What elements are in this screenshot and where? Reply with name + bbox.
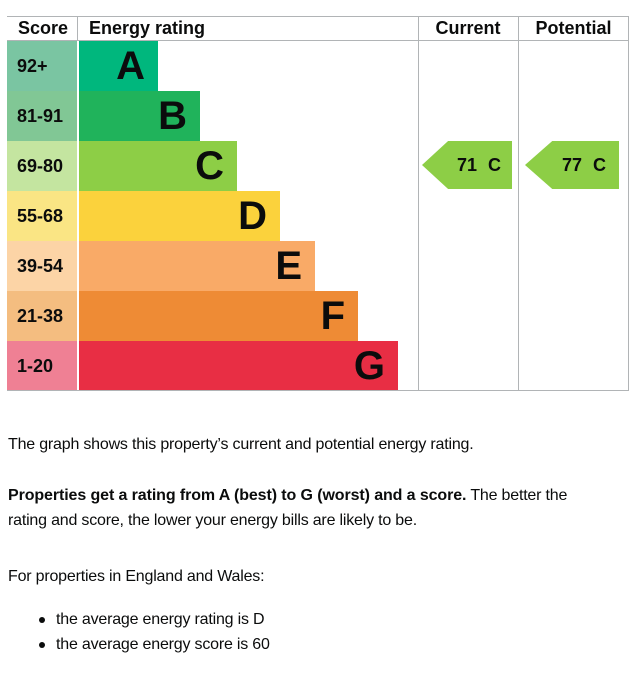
description-section: The graph shows this property’s current … xyxy=(7,432,631,657)
band-bar-a: A xyxy=(79,41,158,91)
region-heading: For properties in England and Wales: xyxy=(8,568,265,585)
band-row-f: 21-38 F xyxy=(7,291,629,341)
current-column-divider xyxy=(418,17,419,390)
band-score-range: 55-68 xyxy=(7,191,77,241)
current-rating-value: 71 C xyxy=(456,154,502,175)
band-score-range: 81-91 xyxy=(7,91,77,141)
score-column-divider xyxy=(77,17,78,41)
band-row-g: 1-20 G xyxy=(7,341,629,390)
average-stats-list: the average energy rating is D the avera… xyxy=(8,607,623,657)
band-row-a: 92+ A xyxy=(7,41,629,91)
band-score-range: 69-80 xyxy=(7,141,77,191)
band-letter-c: C xyxy=(195,144,224,188)
band-row-d: 55-68 D xyxy=(7,191,629,241)
band-score-range: 92+ xyxy=(7,41,77,91)
bullet-icon xyxy=(39,641,45,648)
band-bar-f: F xyxy=(79,291,358,341)
rating-explanation-bold: Properties get a rating from A (best) to… xyxy=(8,487,467,504)
epc-page: Score Energy rating Current Potential 92… xyxy=(7,16,631,657)
rating-explanation-text: Properties get a rating from A (best) to… xyxy=(8,483,598,533)
current-column-header: Current xyxy=(435,18,501,38)
band-bar-g: G xyxy=(79,341,398,390)
band-row-b: 81-91 B xyxy=(7,91,629,141)
rating-explanation-rest: The better the rating and score, the low… xyxy=(8,487,568,529)
chart-header-row: Score Energy rating Current Potential xyxy=(7,17,629,41)
table-right-border xyxy=(628,17,629,390)
band-letter-b: B xyxy=(158,94,187,138)
band-bar-d: D xyxy=(79,191,280,241)
band-bar-b: B xyxy=(79,91,200,141)
band-letter-g: G xyxy=(353,343,385,388)
band-row-e: 39-54 E xyxy=(7,241,629,291)
energy-rating-column-header: Energy rating xyxy=(89,18,206,38)
average-rating-text: the average energy rating is D xyxy=(56,611,265,628)
graph-intro-text: The graph shows this property’s current … xyxy=(8,436,474,453)
band-bar-e: E xyxy=(79,241,315,291)
bullet-icon xyxy=(39,616,45,623)
band-bar-c: C xyxy=(79,141,237,191)
band-row-c: 69-80 C xyxy=(7,141,629,191)
list-item: the average energy rating is D xyxy=(8,607,623,632)
band-score-range: 21-38 xyxy=(7,291,77,341)
potential-column-divider xyxy=(518,17,519,390)
band-letter-e: E xyxy=(275,244,302,288)
average-score-text: the average energy score is 60 xyxy=(56,636,270,653)
score-column-header: Score xyxy=(17,18,69,38)
band-letter-d: D xyxy=(238,194,267,238)
band-score-range: 1-20 xyxy=(7,341,77,390)
band-letter-a: A xyxy=(116,44,145,88)
potential-rating-value: 77 C xyxy=(561,154,607,175)
band-score-range: 39-54 xyxy=(7,241,77,291)
list-item: the average energy score is 60 xyxy=(8,632,623,657)
potential-column-header: Potential xyxy=(535,18,612,38)
energy-rating-chart: Score Energy rating Current Potential 92… xyxy=(7,16,629,391)
band-letter-f: F xyxy=(320,294,345,338)
